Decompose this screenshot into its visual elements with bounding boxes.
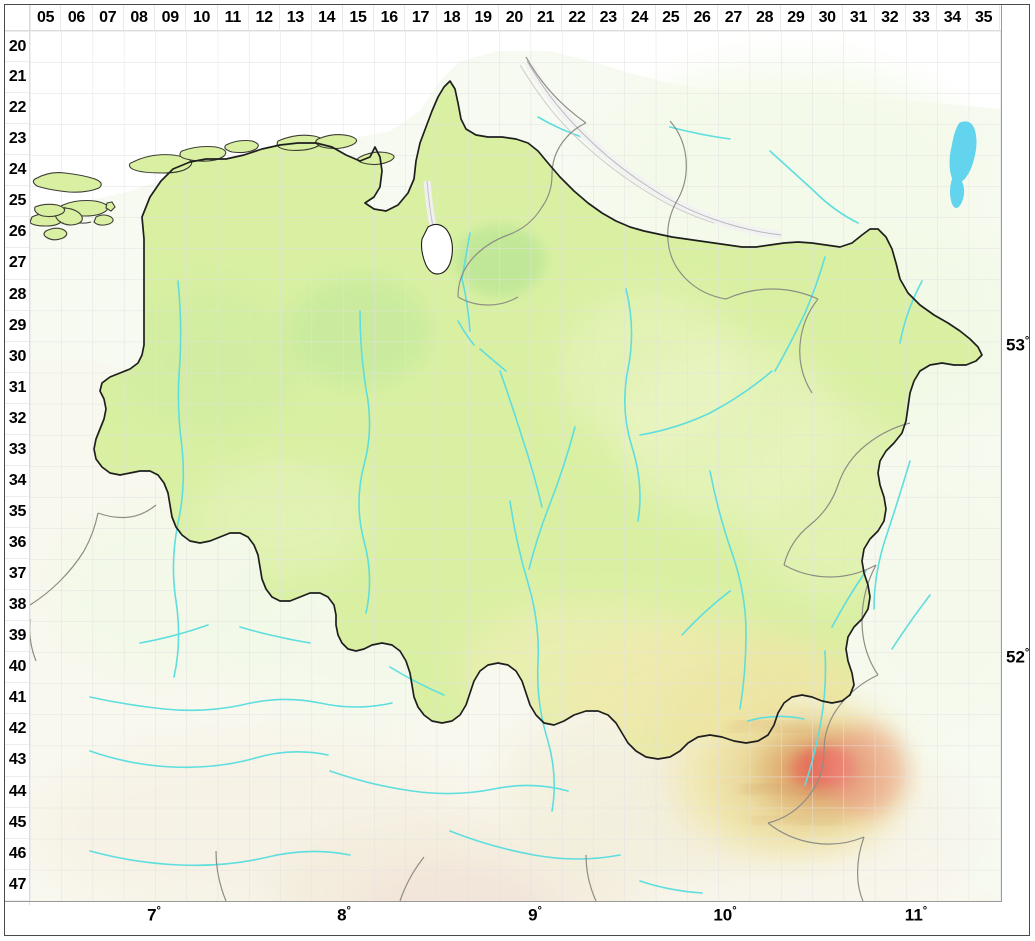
left-grid-tick-26: 26	[5, 217, 30, 248]
left-grid-tick-44: 44	[5, 777, 30, 808]
top-grid-tick-24: 24	[624, 5, 655, 31]
top-grid-tick-35: 35	[968, 5, 999, 31]
bottom-degree-axis: 7° 8° 9° 10° 11°	[30, 905, 1000, 937]
top-grid-tick-21: 21	[531, 5, 562, 31]
left-grid-tick-47: 47	[5, 870, 30, 901]
latitude-label-53deg: 53°	[1006, 335, 1029, 356]
top-grid-tick-33: 33	[906, 5, 937, 31]
left-grid-tick-24: 24	[5, 155, 30, 186]
longitude-label-11deg: 11°	[905, 905, 927, 926]
left-grid-tick-37: 37	[5, 559, 30, 590]
left-grid-tick-29: 29	[5, 311, 30, 342]
left-grid-tick-31: 31	[5, 373, 30, 404]
left-grid-tick-30: 30	[5, 342, 30, 373]
top-grid-tick-20: 20	[499, 5, 530, 31]
left-grid-tick-27: 27	[5, 248, 30, 279]
left-grid-tick-33: 33	[5, 435, 30, 466]
top-grid-tick-15: 15	[343, 5, 374, 31]
top-grid-tick-11: 11	[218, 5, 249, 31]
top-grid-tick-23: 23	[593, 5, 624, 31]
left-grid-tick-42: 42	[5, 714, 30, 745]
longitude-label-8deg: 8°	[337, 905, 351, 926]
top-grid-tick-19: 19	[468, 5, 499, 31]
map-right-rule	[1001, 5, 1002, 902]
longitude-label-7deg: 7°	[147, 905, 161, 926]
latitude-label-52deg: 52°	[1006, 647, 1029, 668]
map-page: 0506070809101112131415161718192021222324…	[0, 0, 1035, 941]
top-grid-axis: 0506070809101112131415161718192021222324…	[30, 5, 1000, 31]
top-grid-tick-34: 34	[937, 5, 968, 31]
left-grid-tick-36: 36	[5, 528, 30, 559]
top-grid-tick-29: 29	[781, 5, 812, 31]
top-grid-tick-27: 27	[718, 5, 749, 31]
left-grid-tick-22: 22	[5, 93, 30, 124]
top-grid-tick-18: 18	[437, 5, 468, 31]
map-canvas[interactable]	[30, 31, 1001, 901]
left-grid-tick-32: 32	[5, 404, 30, 435]
top-grid-tick-32: 32	[875, 5, 906, 31]
longitude-label-10deg: 10°	[713, 905, 736, 926]
left-grid-tick-46: 46	[5, 839, 30, 870]
left-grid-tick-39: 39	[5, 621, 30, 652]
top-grid-tick-09: 09	[155, 5, 186, 31]
top-grid-tick-17: 17	[405, 5, 436, 31]
left-grid-tick-20: 20	[5, 31, 30, 62]
top-grid-tick-14: 14	[312, 5, 343, 31]
longitude-label-9deg: 9°	[528, 905, 542, 926]
left-grid-tick-38: 38	[5, 590, 30, 621]
top-grid-tick-08: 08	[124, 5, 155, 31]
axis-divider-horizontal	[5, 30, 1001, 31]
left-grid-tick-40: 40	[5, 652, 30, 683]
axis-divider-vertical	[29, 5, 30, 905]
top-grid-tick-10: 10	[186, 5, 217, 31]
left-grid-axis: 2021222324252627282930313233343536373839…	[5, 31, 30, 901]
top-grid-tick-07: 07	[93, 5, 124, 31]
top-grid-tick-28: 28	[749, 5, 780, 31]
right-degree-axis: 53° 52°	[1002, 31, 1035, 901]
map-bottom-rule	[5, 901, 1001, 902]
top-grid-tick-12: 12	[249, 5, 280, 31]
left-grid-tick-23: 23	[5, 124, 30, 155]
top-grid-tick-31: 31	[843, 5, 874, 31]
top-grid-tick-06: 06	[61, 5, 92, 31]
left-grid-tick-28: 28	[5, 280, 30, 311]
left-grid-tick-21: 21	[5, 62, 30, 93]
top-grid-tick-30: 30	[812, 5, 843, 31]
left-grid-tick-43: 43	[5, 745, 30, 776]
left-grid-tick-35: 35	[5, 497, 30, 528]
left-grid-tick-41: 41	[5, 683, 30, 714]
top-grid-tick-13: 13	[280, 5, 311, 31]
top-grid-tick-16: 16	[374, 5, 405, 31]
left-grid-tick-25: 25	[5, 186, 30, 217]
top-grid-tick-25: 25	[656, 5, 687, 31]
top-grid-tick-22: 22	[562, 5, 593, 31]
left-grid-tick-45: 45	[5, 808, 30, 839]
left-grid-tick-34: 34	[5, 466, 30, 497]
top-grid-tick-26: 26	[687, 5, 718, 31]
top-grid-tick-05: 05	[30, 5, 61, 31]
map-graphic	[30, 31, 1001, 901]
